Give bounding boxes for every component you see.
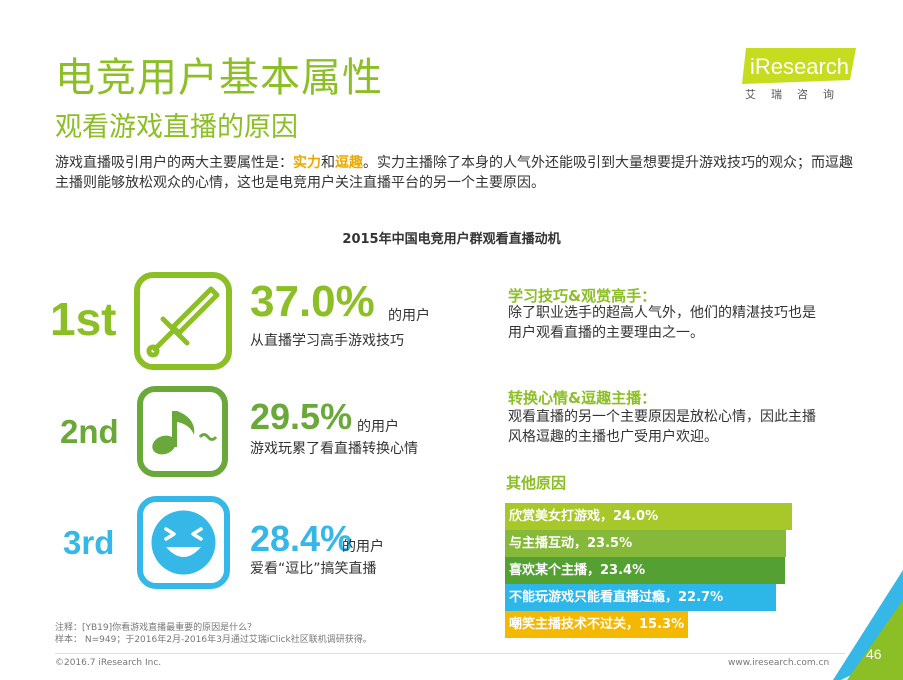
reason-1-text: 除了职业选手的超高人气外，他们的精湛技巧也是用户观看直播的主要理由之一。 [508,305,816,341]
rank-2-percent: 29.5% [250,396,353,437]
other-reasons-title: 其他原因 [506,474,567,492]
footnotes: 注释：[YB19]你看游戏直播最重要的原因是什么？ 样本： N=949；于201… [55,622,372,646]
intro-paragraph: 游戏直播吸引用户的两大主要属性是：实力和逗趣。实力主播除了本身的人气外还能吸引到… [55,155,853,191]
reason-2-text: 观看直播的另一个主要原因是放松心情，因此主播风格逗趣的主播也广受用户欢迎。 [508,409,816,445]
page-title: 电竞用户基本属性 [55,55,383,101]
page-number: 46 [866,646,882,662]
footnote-question: 注释：[YB19]你看游戏直播最重要的原因是什么？ [55,623,257,633]
website-url: www.iresearch.com.cn [728,658,830,668]
reason-2-title: 转换心情&逗趣主播： [508,389,657,407]
rank-1-unit: 的用户 [388,308,430,324]
logo-chinese-text: 艾瑞咨询 [745,88,849,101]
page-subtitle: 观看游戏直播的原因 [55,112,298,143]
other-reason-bar: 不能玩游戏只能看直播过瘾，22.7% [505,584,776,611]
iresearch-logo: iResearch [742,48,856,84]
rank-1-label: 1st [50,293,117,345]
chart-title: 2015年中国电竞用户群观看直播动机 [342,232,561,247]
rank-3-unit: 的用户 [342,539,384,555]
copyright: ©2016.7 iResearch Inc. [55,658,162,668]
reason-1-title: 学习技巧&观赏高手： [508,287,657,305]
corner-decoration [833,570,903,680]
sword-icon [134,272,232,370]
rank-2-description: 游戏玩累了看直播转换心情 [250,441,418,457]
logo-brand-text: iResearch [750,54,849,79]
rank-1-description: 从直播学习高手游戏技巧 [250,333,404,349]
rank-3-label: 3rd [63,524,115,561]
rank-1-percent: 37.0% [250,277,375,326]
other-reason-bar: 与主播互动，23.5% [505,530,786,557]
other-reasons-bars: 欣赏美女打游戏，24.0% 与主播互动，23.5% 喜欢某个主播，23.4% 不… [505,503,792,638]
other-reason-bar: 嘲笑主播技术不过关，15.3% [505,611,688,638]
other-reason-bar: 欣赏美女打游戏，24.0% [505,503,792,530]
rank-3-percent: 28.4% [250,518,353,559]
laughing-face-icon [137,496,230,589]
other-reason-bar: 喜欢某个主播，23.4% [505,557,785,584]
highlight-fun: 逗趣 [335,155,363,171]
footer-divider [55,653,845,654]
rank-2-label: 2nd [60,413,119,450]
rank-3-description: 爱看“逗比”搞笑直播 [250,561,377,577]
rank-2-unit: 的用户 [357,419,399,435]
highlight-strength: 实力 [293,155,321,171]
footnote-sample: 样本： N=949；于2016年2月-2016年3月通过艾瑞iClick社区联机… [55,635,372,645]
music-note-icon [137,386,228,477]
